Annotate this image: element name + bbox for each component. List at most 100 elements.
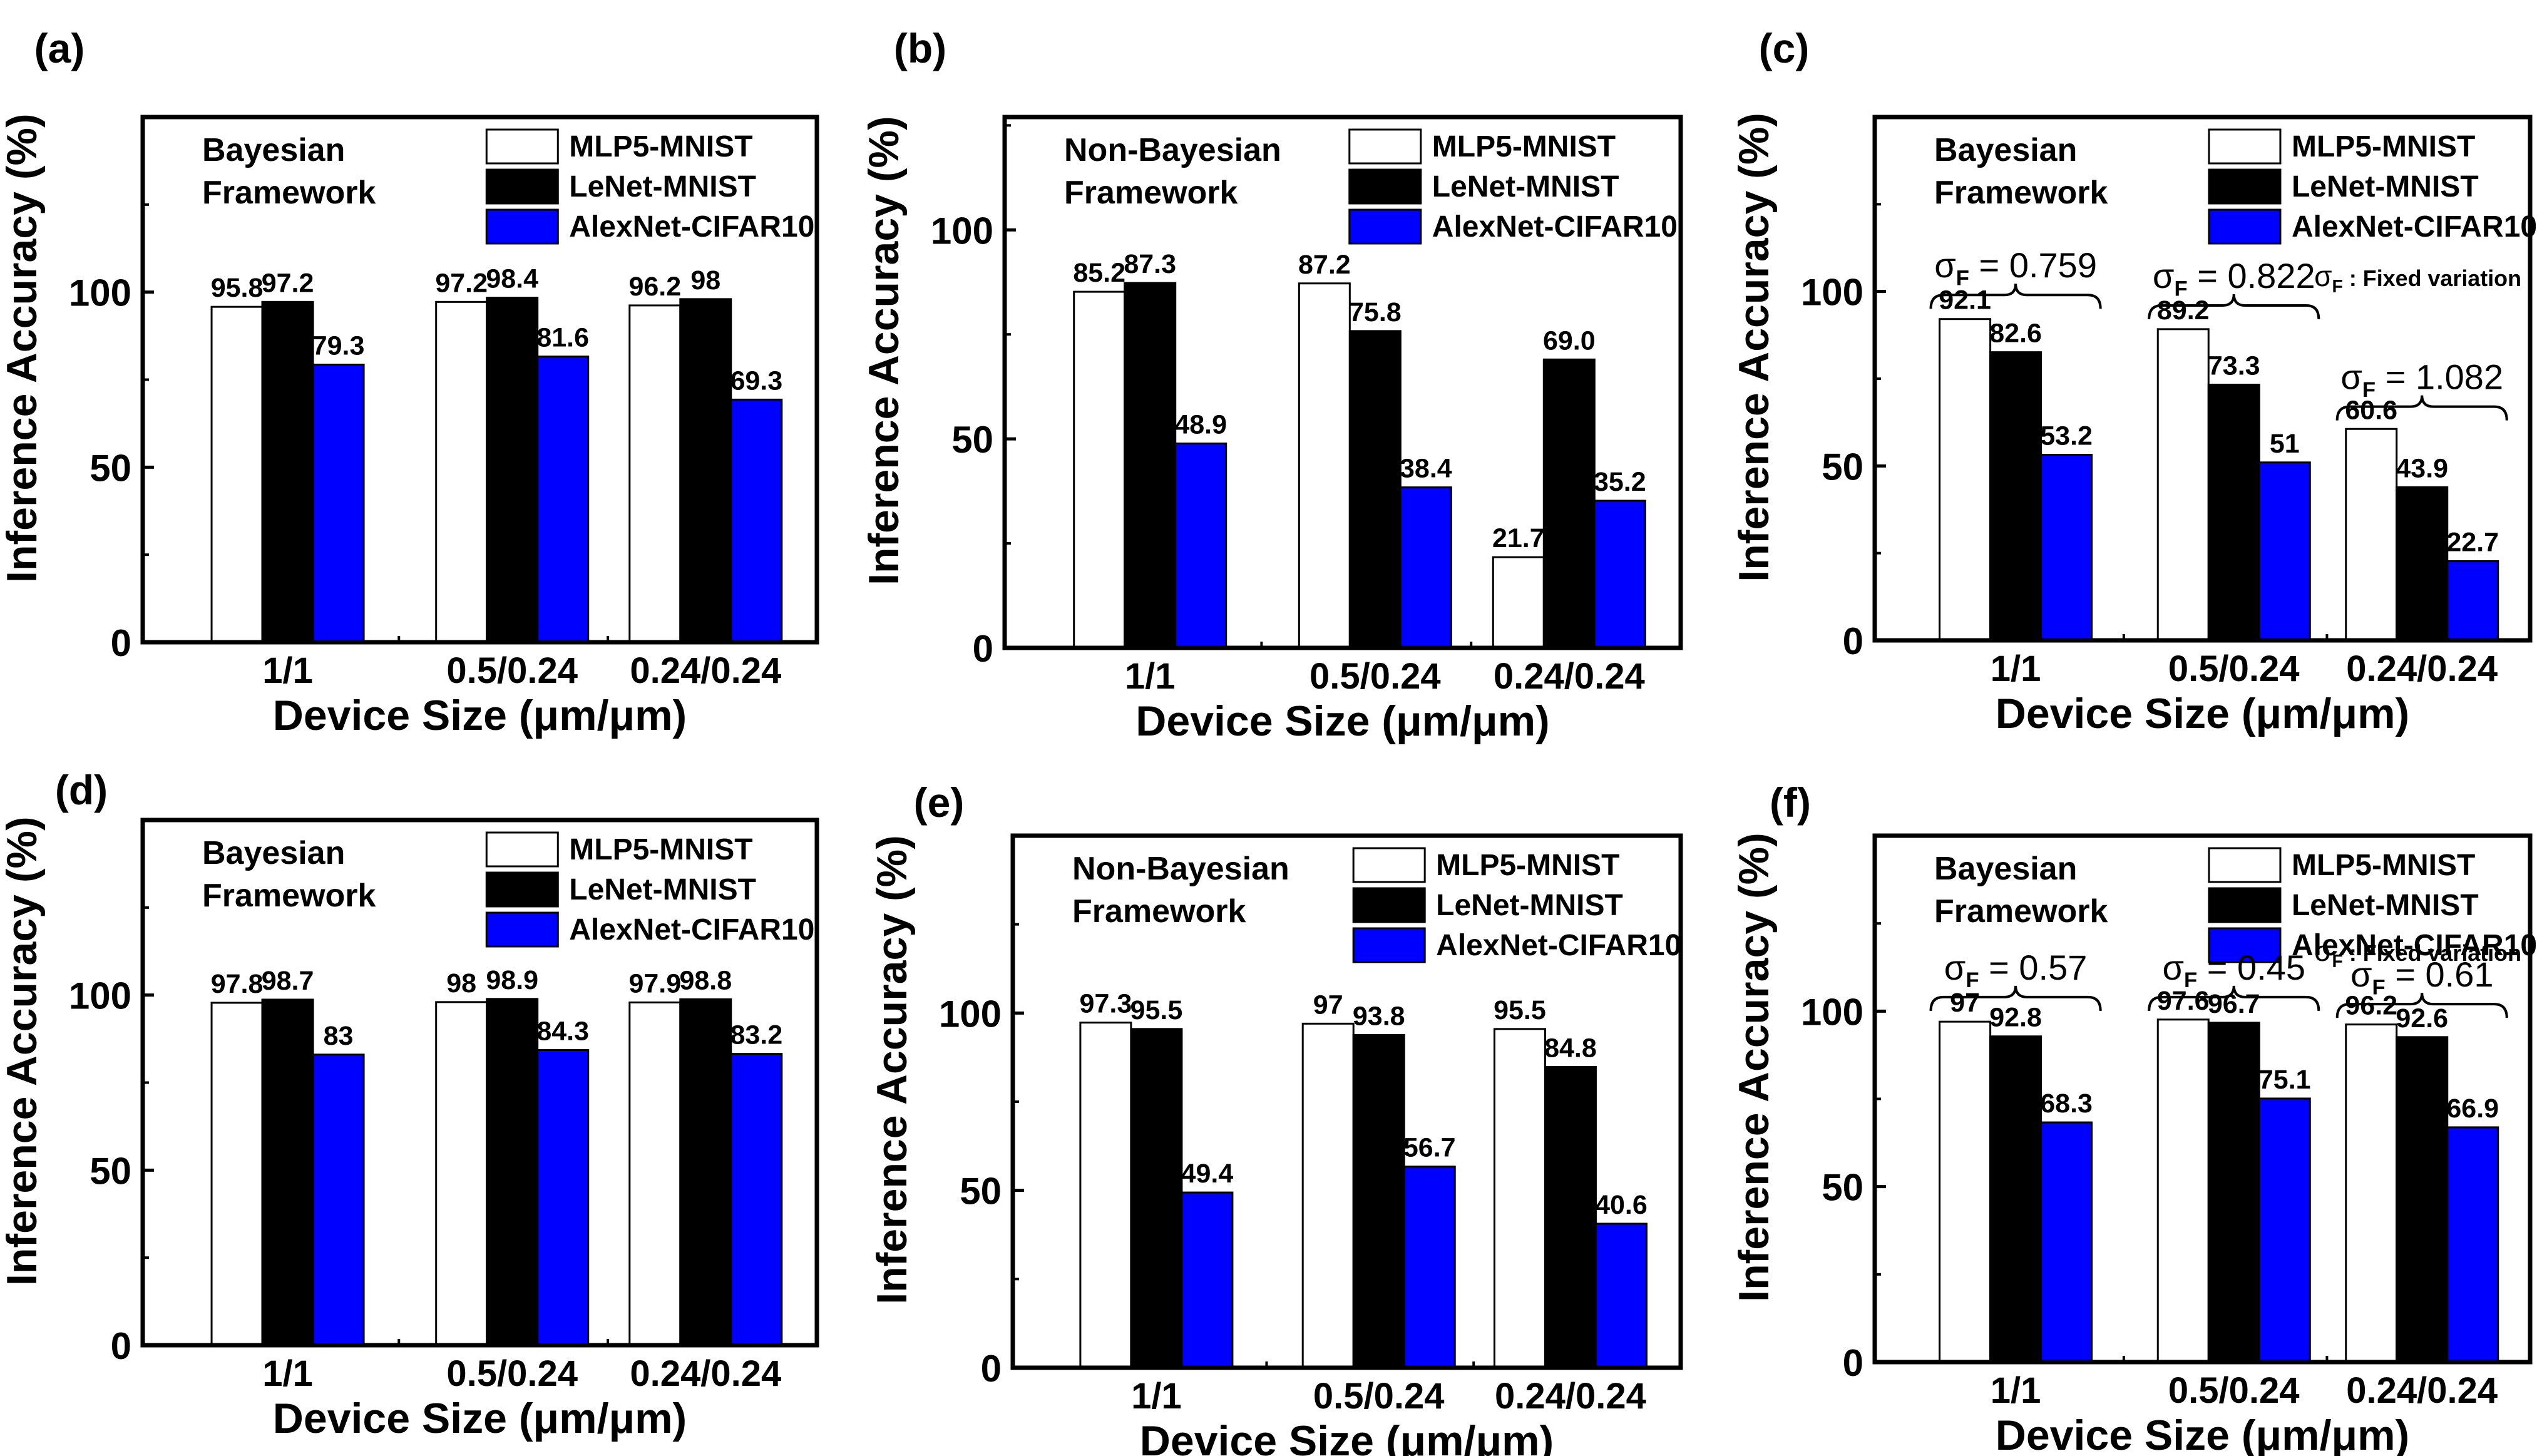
bar-mlp5-mnist-2 [2345, 1023, 2398, 1363]
legend-label: MLP5-MNIST [1436, 849, 1619, 882]
bar-lenet-mnist-0 [1989, 1035, 2042, 1363]
bar-lenet-mnist-2 [1542, 358, 1596, 649]
y-axis-title: Inference Accuracy (%) [1730, 833, 1778, 1302]
legend-label: AlexNet-CIFAR10 [1432, 210, 1678, 244]
bar-value-label: 53.2 [2040, 421, 2093, 451]
legend-label: LeNet-MNIST [569, 170, 756, 203]
bar-value-label: 95.8 [211, 273, 264, 303]
bar-alexnet-cifar10-2 [1593, 500, 1646, 649]
x-axis-title: Device Size (μm/μm) [273, 1395, 687, 1442]
bar-alexnet-cifar10-0 [312, 1054, 365, 1346]
y-tick-label: 0 [981, 1348, 1002, 1390]
y-tick-label: 0 [1843, 1342, 1863, 1384]
bar-mlp5-mnist-1 [435, 300, 488, 643]
sigma-label-value: = 0.822 [2188, 256, 2315, 295]
bar-value-label: 40.6 [1595, 1190, 1648, 1220]
legend-swatch [2208, 847, 2282, 883]
legend-label: LeNet-MNIST [2292, 170, 2479, 203]
bar-value-label: 96.7 [2208, 989, 2260, 1019]
bar-alexnet-cifar10-0 [1174, 442, 1227, 649]
framework-label: Framework [1934, 893, 2108, 930]
bar-mlp5-mnist-2 [628, 304, 682, 643]
plot-frame [140, 115, 819, 645]
bar-value-label: 48.9 [1174, 409, 1227, 439]
bar-mlp5-mnist-2 [2345, 428, 2398, 642]
sigma-brace [2148, 985, 2320, 1011]
legend-swatch [485, 168, 559, 205]
framework-label: Framework [202, 878, 376, 914]
bar-value-label: 73.3 [2208, 351, 2260, 381]
bar-mlp5-mnist-1 [2156, 328, 2210, 642]
x-tick-label: 0.24/0.24 [1495, 1376, 1646, 1417]
x-axis-title: Device Size (μm/μm) [1140, 1417, 1554, 1456]
y-tick-label: 100 [931, 210, 993, 252]
y-tick-label: 50 [90, 447, 131, 489]
sigma-label-subscript: F [1956, 267, 1969, 290]
y-tick-label: 50 [1822, 1167, 1863, 1209]
sigma-label-value: = 0.45 [2197, 948, 2305, 987]
framework-label: Non-Bayesian [1072, 851, 1289, 887]
sigma-label: σF = 0.759 [1934, 245, 2097, 290]
sigma-note-subscript: F [2332, 277, 2343, 297]
legend-swatch [485, 871, 559, 908]
x-tick-label: 0.24/0.24 [630, 1353, 781, 1394]
x-tick-label: 0.5/0.24 [1313, 1376, 1445, 1417]
legend-label: MLP5-MNIST [2292, 130, 2475, 163]
sigma-brace [2335, 993, 2508, 1018]
legend-label: LeNet-MNIST [1436, 889, 1623, 922]
legend-swatch [485, 831, 559, 868]
x-tick-label: 1/1 [1131, 1376, 1182, 1417]
bar-alexnet-cifar10-1 [536, 1048, 590, 1346]
sigma-note-subscript: F [2332, 951, 2343, 972]
panel-label: (a) [34, 25, 85, 71]
bar-value-label: 98.7 [262, 966, 314, 996]
legend-swatch [2208, 208, 2282, 245]
sigma-label-value: = 0.57 [1979, 948, 2088, 987]
bar-value-label: 97.6 [2157, 986, 2210, 1016]
legend-swatch [2208, 887, 2282, 923]
bar-value-label: 98.9 [486, 965, 538, 995]
x-tick-label: 0.24/0.24 [630, 650, 781, 691]
bar-value-label: 95.5 [1494, 995, 1546, 1025]
sigma-label-value: = 0.759 [1969, 245, 2097, 285]
y-tick-label: 100 [1801, 272, 1863, 314]
bar-lenet-mnist-1 [1352, 1033, 1405, 1369]
bar-lenet-mnist-1 [486, 998, 539, 1346]
sigma-brace [1929, 985, 2102, 1011]
x-tick-label: 1/1 [1991, 1370, 2041, 1411]
legend-label: AlexNet-CIFAR10 [1436, 929, 1681, 962]
framework-label: Bayesian [202, 835, 345, 871]
y-axis-title: Inference Accuracy (%) [1730, 113, 1778, 582]
bar-value-label: 95.5 [1130, 995, 1183, 1025]
x-tick-label: 0.5/0.24 [2168, 1370, 2300, 1411]
plot-frame [1872, 833, 2533, 1365]
panel-label: (b) [894, 25, 946, 71]
sigma-label-subscript: F [2362, 378, 2376, 402]
bar-value-label: 97 [1950, 988, 1980, 1018]
bar-value-label: 69.3 [730, 366, 782, 396]
bar-alexnet-cifar10-0 [1181, 1191, 1234, 1369]
framework-label: Framework [1934, 175, 2108, 211]
y-tick-label: 100 [69, 272, 131, 314]
bar-mlp5-mnist-1 [1298, 282, 1351, 649]
legend-swatch [1352, 887, 1426, 923]
bar-lenet-mnist-2 [2396, 1036, 2449, 1363]
bar-value-label: 66.9 [2446, 1094, 2499, 1124]
bar-lenet-mnist-0 [1124, 282, 1177, 649]
bar-value-label: 98 [690, 265, 720, 295]
bar-value-label: 21.7 [1492, 523, 1545, 553]
y-tick-label: 100 [69, 975, 131, 1017]
x-tick-label: 1/1 [1125, 656, 1176, 697]
plot-frame [1872, 115, 2533, 643]
bar-value-label: 96.2 [628, 272, 681, 302]
legend-label: MLP5-MNIST [2292, 849, 2475, 882]
framework-label: Framework [1072, 893, 1246, 930]
panel-e: (e) 0 50 100 97.3 97 95.5 95.5 93.8 84.8 49.4 56.7 4… [868, 779, 1683, 1456]
bar-alexnet-cifar10-2 [730, 1053, 783, 1346]
plot-frame [1002, 115, 1683, 650]
legend-swatch [485, 208, 559, 245]
bar-mlp5-mnist-0 [210, 1002, 264, 1346]
bar-mlp5-mnist-2 [628, 1001, 682, 1346]
framework-label: Non-Bayesian [1064, 132, 1281, 168]
bar-lenet-mnist-2 [2396, 486, 2449, 642]
